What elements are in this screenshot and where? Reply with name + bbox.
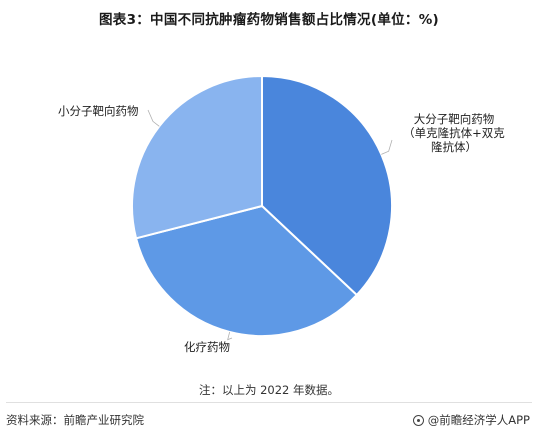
slice-label-line: 隆抗体）: [431, 140, 477, 154]
footer-divider: [6, 402, 532, 403]
pie-slices: [131, 74, 393, 337]
brand-text: @前瞻经济学人APP: [427, 413, 530, 427]
chart-title: 图表3：中国不同抗肿瘤药物销售额占比情况(单位：%): [98, 12, 440, 28]
leader-line: [147, 109, 160, 127]
pie-slice: [261, 74, 393, 297]
slice-label-line: 大分子靶向药物: [413, 112, 495, 126]
slice-label-large-molecule: 大分子靶向药物 （单克隆抗体+双克 隆抗体）: [394, 112, 514, 154]
leader-line: [381, 139, 393, 155]
slice-label-chemotherapy: 化疗药物: [184, 340, 230, 354]
pie-slice: [131, 74, 263, 240]
leader-line: [227, 331, 233, 341]
data-source: 资料来源：前瞻产业研究院: [6, 413, 144, 427]
brand-logo-icon: [412, 414, 424, 426]
slice-label-small-molecule: 小分子靶向药物: [58, 104, 139, 118]
pie-leader-lines: [147, 109, 393, 341]
slice-label-line: （单克隆抗体+双克: [403, 126, 505, 140]
chart-note: 注：以上为 2022 年数据。: [198, 383, 340, 397]
brand-credit: @前瞻经济学人APP: [412, 412, 530, 428]
